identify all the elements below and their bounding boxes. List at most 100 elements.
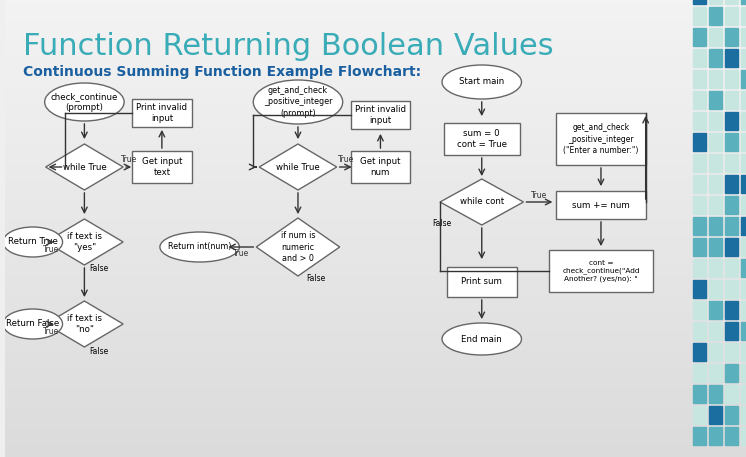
- Text: False: False: [432, 219, 451, 228]
- Text: Continuous Summing Function Example Flowchart:: Continuous Summing Function Example Flow…: [23, 65, 421, 79]
- Bar: [693, 49, 706, 67]
- Text: sum += num: sum += num: [572, 201, 630, 209]
- Bar: [709, 406, 722, 424]
- Text: Get input
text: Get input text: [142, 157, 182, 177]
- Polygon shape: [46, 144, 123, 190]
- Bar: [725, 280, 738, 298]
- Bar: [741, 427, 746, 445]
- Text: True: True: [120, 155, 137, 165]
- Bar: [709, 7, 722, 25]
- Bar: [351, 151, 410, 183]
- Bar: [725, 427, 738, 445]
- Text: Start main: Start main: [459, 78, 504, 86]
- Bar: [725, 91, 738, 109]
- Bar: [693, 7, 706, 25]
- Bar: [741, 112, 746, 130]
- Text: while cont: while cont: [460, 197, 504, 207]
- Text: True: True: [531, 191, 548, 200]
- Bar: [725, 133, 738, 151]
- Bar: [132, 99, 192, 127]
- Text: get_and_check
_positive_integer
(prompt): get_and_check _positive_integer (prompt): [264, 86, 332, 117]
- Bar: [741, 385, 746, 403]
- Bar: [725, 385, 738, 403]
- Bar: [741, 154, 746, 172]
- Text: while True: while True: [63, 163, 106, 171]
- Bar: [725, 7, 738, 25]
- Bar: [741, 343, 746, 361]
- Bar: [693, 427, 706, 445]
- Bar: [693, 322, 706, 340]
- Bar: [693, 364, 706, 382]
- Bar: [741, 91, 746, 109]
- Text: cont =
check_continue("Add
Another? (yes/no): ": cont = check_continue("Add Another? (yes…: [562, 260, 640, 282]
- Text: End main: End main: [461, 335, 502, 344]
- Bar: [693, 91, 706, 109]
- Bar: [709, 28, 722, 46]
- Ellipse shape: [3, 309, 63, 339]
- Polygon shape: [46, 219, 123, 265]
- Polygon shape: [259, 144, 336, 190]
- Text: Print invalid
input: Print invalid input: [137, 103, 187, 123]
- Bar: [725, 49, 738, 67]
- Text: True: True: [233, 250, 249, 259]
- Bar: [725, 322, 738, 340]
- Bar: [709, 0, 722, 4]
- Bar: [741, 133, 746, 151]
- Bar: [741, 49, 746, 67]
- Bar: [709, 91, 722, 109]
- Bar: [709, 154, 722, 172]
- Bar: [709, 427, 722, 445]
- Bar: [693, 112, 706, 130]
- Bar: [741, 259, 746, 277]
- Ellipse shape: [45, 83, 124, 121]
- Bar: [725, 238, 738, 256]
- Bar: [709, 49, 722, 67]
- Bar: [725, 343, 738, 361]
- Bar: [709, 112, 722, 130]
- Bar: [709, 175, 722, 193]
- Bar: [709, 196, 722, 214]
- Bar: [693, 385, 706, 403]
- Bar: [741, 7, 746, 25]
- Bar: [693, 238, 706, 256]
- Bar: [725, 217, 738, 235]
- Bar: [709, 70, 722, 88]
- Bar: [693, 406, 706, 424]
- Text: Print sum: Print sum: [461, 277, 502, 287]
- Text: if num is
numeric
and > 0: if num is numeric and > 0: [280, 231, 316, 263]
- Bar: [725, 364, 738, 382]
- Polygon shape: [46, 301, 123, 347]
- Text: get_and_check
_positive_integer
("Enter a number:"): get_and_check _positive_integer ("Enter …: [563, 123, 639, 154]
- Bar: [709, 385, 722, 403]
- Bar: [709, 217, 722, 235]
- Text: if text is
"no": if text is "no": [67, 314, 102, 334]
- Text: sum = 0
cont = True: sum = 0 cont = True: [457, 129, 507, 149]
- Bar: [725, 196, 738, 214]
- Text: True: True: [43, 326, 59, 335]
- Text: True: True: [43, 244, 59, 254]
- Bar: [741, 196, 746, 214]
- Bar: [725, 406, 738, 424]
- Ellipse shape: [442, 65, 521, 99]
- Bar: [725, 259, 738, 277]
- Ellipse shape: [160, 232, 239, 262]
- Bar: [557, 113, 646, 165]
- Bar: [725, 175, 738, 193]
- Bar: [693, 217, 706, 235]
- Ellipse shape: [254, 80, 342, 124]
- Bar: [741, 0, 746, 4]
- Bar: [557, 191, 646, 219]
- Bar: [741, 280, 746, 298]
- Bar: [709, 343, 722, 361]
- Bar: [447, 267, 516, 297]
- Text: Return int(num): Return int(num): [168, 243, 231, 251]
- Bar: [693, 196, 706, 214]
- Bar: [725, 70, 738, 88]
- Polygon shape: [440, 179, 524, 225]
- Text: Print invalid
input: Print invalid input: [355, 105, 406, 125]
- Ellipse shape: [3, 227, 63, 257]
- Bar: [709, 364, 722, 382]
- Bar: [725, 0, 738, 4]
- Text: False: False: [90, 264, 109, 273]
- Bar: [693, 280, 706, 298]
